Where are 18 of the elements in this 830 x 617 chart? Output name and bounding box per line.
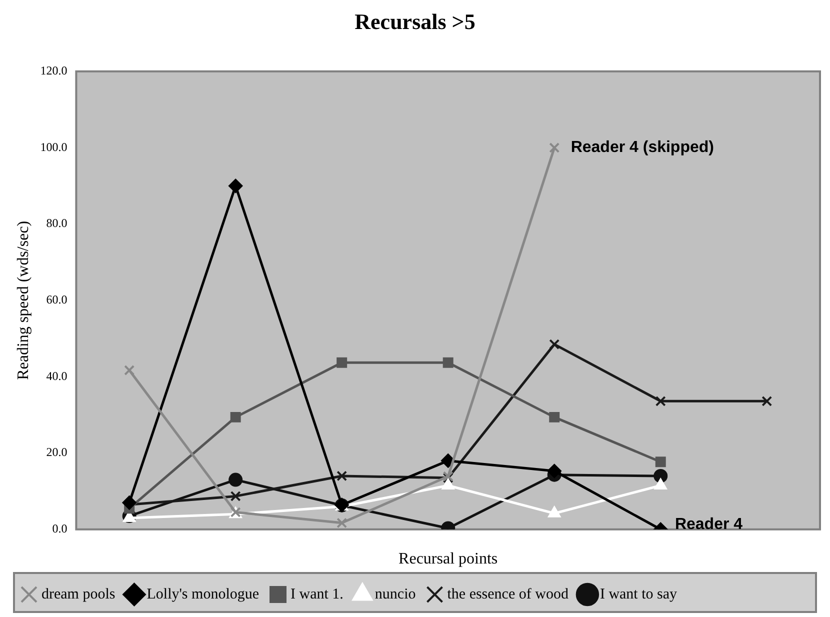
y-tick-label: 60.0 xyxy=(46,292,68,307)
x-axis-title: Recursal points xyxy=(398,550,498,568)
legend-label: dream pools xyxy=(42,586,116,602)
y-tick-label: 40.0 xyxy=(46,368,68,383)
legend-label: nuncio xyxy=(374,586,416,602)
y-tick-label: 100.0 xyxy=(40,140,68,154)
legend-label: Lolly's monologue xyxy=(146,586,260,602)
legend-label: I want to say xyxy=(600,586,678,602)
y-tick-label: 0.0 xyxy=(52,522,68,536)
y-tick-label: 20.0 xyxy=(46,445,68,460)
y-tick-label: 120.0 xyxy=(40,64,68,78)
annotation: Reader 4 xyxy=(674,516,743,534)
legend-label: the essence of wood xyxy=(447,586,569,602)
annotation: Reader 4 (skipped) xyxy=(570,139,714,156)
chart-title: Recursals >5 xyxy=(354,8,476,34)
y-tick-label: 80.0 xyxy=(46,216,68,230)
y-axis-title: Reading speed (wds/sec) xyxy=(14,220,32,380)
legend-label: I want 1. xyxy=(290,586,344,602)
